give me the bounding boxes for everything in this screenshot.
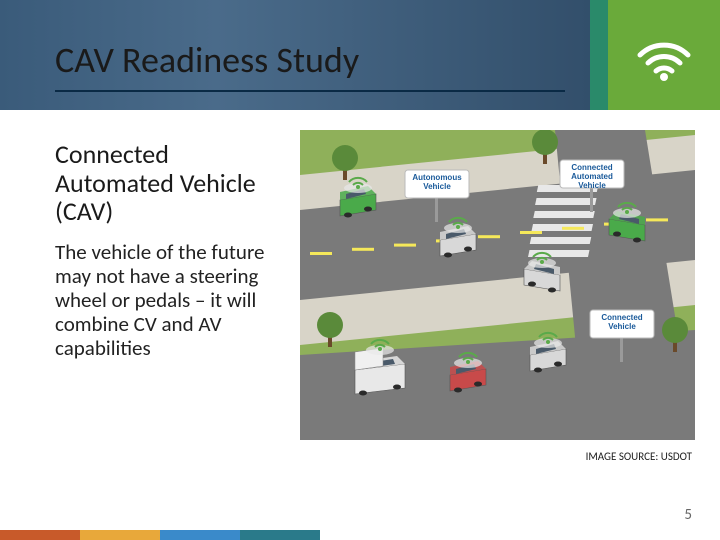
header-underline [55,90,565,92]
subtitle: Connected Automated Vehicle (CAV) [55,140,285,226]
logo [590,0,720,110]
svg-text:Connected: Connected [601,313,642,322]
image-caption: IMAGE SOURCE: USDOT [586,450,692,463]
svg-text:Automated: Automated [571,172,613,181]
logo-main [608,0,720,110]
svg-text:Vehicle: Vehicle [608,322,636,331]
page-title: CAV Readiness Study [55,38,359,82]
content-block: Connected Automated Vehicle (CAV) The ve… [55,140,285,360]
svg-text:Vehicle: Vehicle [423,182,451,191]
logo-accent [590,0,608,110]
footer-segment [160,530,240,540]
svg-text:Autonomous: Autonomous [412,173,462,182]
wifi-icon [634,25,694,85]
scene-illustration: AutonomousVehicleConnectedAutomatedVehic… [300,130,695,440]
footer-segment [80,530,160,540]
footer-bar [0,530,320,540]
svg-text:Connected: Connected [571,163,612,172]
svg-text:Vehicle: Vehicle [578,181,606,190]
body-text: The vehicle of the future may not have a… [55,240,285,361]
footer-segment [0,530,80,540]
page-number: 5 [684,506,692,524]
footer-segment [240,530,320,540]
